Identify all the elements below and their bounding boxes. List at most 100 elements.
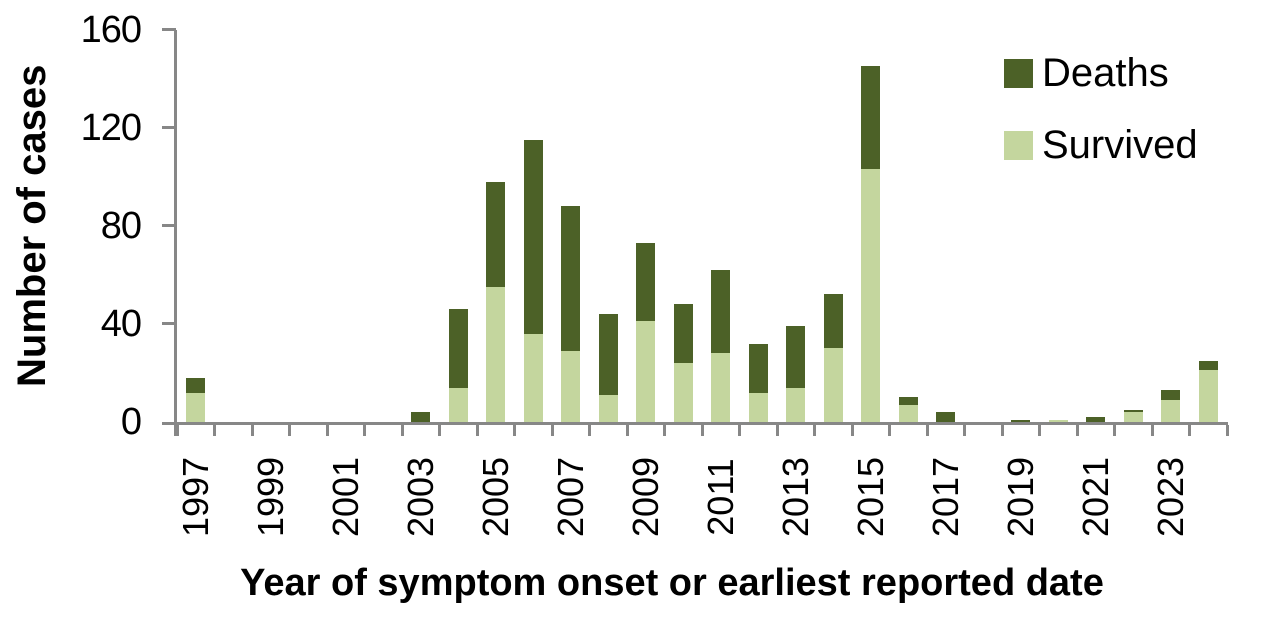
bar-segment-survived-2015 <box>861 169 881 422</box>
bar-segment-survived-2007 <box>561 350 581 422</box>
y-tick-label: 160 <box>80 8 142 51</box>
x-tick <box>363 425 366 436</box>
x-tick-label: 2013 <box>774 456 816 538</box>
x-tick-label: 2003 <box>399 456 441 538</box>
x-tick <box>850 425 854 436</box>
x-axis-title: Year of symptom onset or earliest report… <box>240 562 1104 604</box>
bar-segment-survived-2012 <box>748 392 768 422</box>
x-axis-line <box>162 421 1228 425</box>
bar-segment-survived-2020 <box>1048 419 1068 422</box>
bar-segment-survived-2009 <box>636 321 656 422</box>
y-tick <box>162 322 176 326</box>
x-tick <box>625 425 629 436</box>
bar-segment-deaths-2015 <box>861 66 881 170</box>
x-tick <box>1225 425 1229 436</box>
x-tick-label: 2023 <box>1149 456 1191 538</box>
bar-segment-deaths-2005 <box>486 181 506 288</box>
y-tick <box>162 126 176 130</box>
x-tick-label: 2017 <box>924 456 966 538</box>
x-tick <box>663 425 666 436</box>
x-tick <box>888 425 891 436</box>
x-tick <box>738 425 741 436</box>
bar-segment-deaths-2004 <box>448 309 468 388</box>
legend-swatch-deaths <box>1004 59 1033 88</box>
x-tick <box>475 425 479 436</box>
x-tick <box>213 425 216 436</box>
x-tick <box>400 425 404 436</box>
x-tick-label: 2001 <box>324 456 366 538</box>
bar-segment-deaths-2022 <box>1123 409 1143 413</box>
bar-segment-survived-2013 <box>786 387 806 422</box>
bar-segment-deaths-2016 <box>898 397 918 405</box>
x-tick <box>438 425 441 436</box>
bar-segment-survived-2010 <box>673 363 693 422</box>
x-tick <box>325 425 329 436</box>
bar-segment-survived-2014 <box>823 348 843 422</box>
bar-segment-survived-2004 <box>448 387 468 422</box>
y-tick-label: 0 <box>120 401 142 443</box>
bar-segment-survived-2006 <box>523 333 543 422</box>
bar-segment-survived-2016 <box>898 404 918 422</box>
bar-segment-deaths-2009 <box>636 242 656 322</box>
bar-segment-deaths-2008 <box>598 314 618 396</box>
x-tick <box>813 425 816 436</box>
x-tick <box>175 425 179 436</box>
y-tick <box>162 224 176 228</box>
x-tick-label: 2019 <box>999 456 1041 538</box>
x-tick <box>250 425 254 436</box>
bar-segment-survived-2008 <box>598 395 618 422</box>
x-tick <box>288 425 291 436</box>
bar-segment-deaths-2003 <box>411 412 431 422</box>
y-tick <box>162 28 176 31</box>
bar-segment-deaths-2007 <box>561 206 581 351</box>
bar-segment-deaths-2006 <box>523 139 543 334</box>
y-axis-line <box>173 29 177 436</box>
x-tick-label: 1997 <box>174 456 216 538</box>
bar-segment-survived-1997 <box>186 392 206 422</box>
legend-label-survived: Survived <box>1042 123 1198 167</box>
y-tick-label: 40 <box>100 302 142 345</box>
x-tick <box>775 425 779 436</box>
legend-swatch-survived <box>1004 131 1033 160</box>
x-tick <box>1075 425 1079 436</box>
x-tick-label: 2021 <box>1074 456 1116 538</box>
bar-segment-deaths-2023 <box>1161 390 1181 400</box>
bar-segment-survived-2005 <box>486 287 506 422</box>
bar-segment-deaths-2012 <box>748 343 768 393</box>
bar-segment-survived-2022 <box>1123 412 1143 422</box>
x-tick <box>550 425 554 436</box>
bar-segment-deaths-2014 <box>823 294 843 349</box>
y-tick-label: 120 <box>80 106 142 149</box>
y-axis-title: Number of cases <box>10 64 54 387</box>
bar-segment-deaths-2021 <box>1086 417 1106 422</box>
bar-segment-survived-2023 <box>1161 399 1181 422</box>
x-tick <box>1038 425 1041 436</box>
x-tick <box>1113 425 1116 436</box>
x-tick <box>1150 425 1154 436</box>
x-tick <box>513 425 516 436</box>
legend-label-deaths: Deaths <box>1042 51 1169 95</box>
x-tick <box>1188 425 1191 436</box>
bar-segment-deaths-1997 <box>186 377 206 393</box>
bar-segment-deaths-2011 <box>711 269 731 354</box>
x-tick <box>963 425 966 436</box>
x-tick-label: 2011 <box>699 458 741 536</box>
x-tick <box>700 425 704 436</box>
y-tick-label: 80 <box>100 204 142 247</box>
x-tick-label: 1999 <box>249 456 291 538</box>
bar-segment-deaths-2017 <box>936 412 956 422</box>
x-tick-label: 2009 <box>624 456 666 538</box>
x-tick-label: 2015 <box>849 456 891 538</box>
x-tick-label: 2007 <box>549 456 591 538</box>
x-tick <box>1000 425 1004 436</box>
bar-segment-deaths-2013 <box>786 326 806 388</box>
bar-segment-survived-2011 <box>711 353 731 422</box>
bar-segment-deaths-2010 <box>673 304 693 364</box>
bar-segment-deaths-2019 <box>1011 419 1031 422</box>
x-tick <box>925 425 929 436</box>
bar-segment-deaths-2024 <box>1198 360 1218 371</box>
bar-segment-survived-2024 <box>1198 370 1218 422</box>
x-tick-label: 2005 <box>474 456 516 538</box>
x-tick <box>588 425 591 436</box>
